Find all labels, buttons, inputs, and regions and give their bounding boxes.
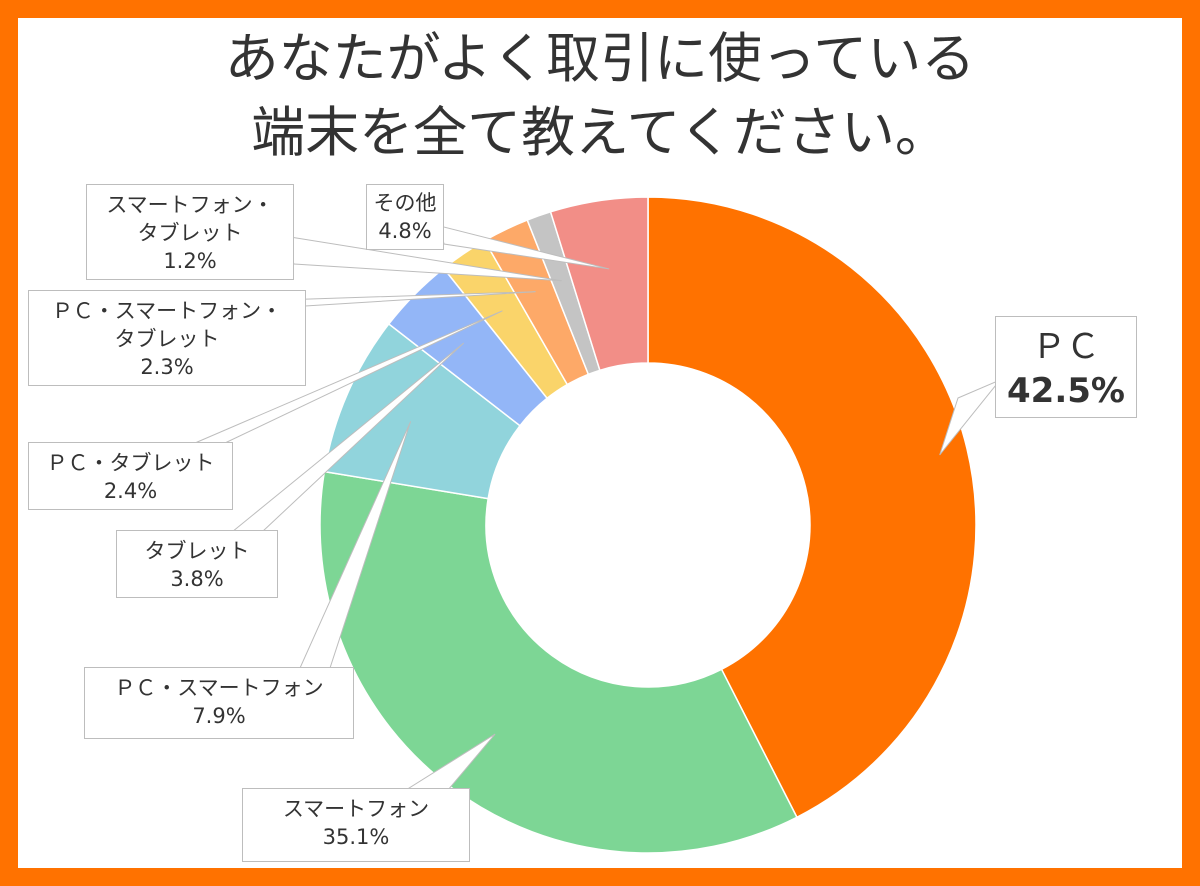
label-smartphone: スマートフォン 35.1% bbox=[242, 788, 470, 862]
donut-slice bbox=[319, 470, 798, 854]
label-pc-smartphone-name: ＰＣ・スマートフォン bbox=[114, 676, 324, 700]
label-pc-smartphone: ＰＣ・スマートフォン 7.9% bbox=[84, 667, 354, 739]
callout-pointer bbox=[939, 379, 1001, 456]
label-pc-smartphone-value: 7.9% bbox=[192, 704, 246, 728]
label-pc-name: ＰＣ bbox=[1032, 327, 1100, 367]
label-smartphone-tablet-name-2: タブレット bbox=[137, 221, 243, 245]
chart-title-line-1: あなたがよく取引に使っている bbox=[224, 27, 976, 90]
label-smartphone-tablet-value: 1.2% bbox=[163, 249, 217, 273]
chart-title-line-2: 端末を全て教えてください。 bbox=[251, 101, 949, 164]
label-pc-value: 42.5% bbox=[1007, 371, 1125, 411]
label-pc-tablet-name: ＰＣ・タブレット bbox=[46, 451, 215, 475]
label-other: その他 4.8% bbox=[366, 184, 444, 250]
label-tablet-value: 3.8% bbox=[170, 567, 224, 591]
label-other-name: その他 bbox=[373, 191, 437, 215]
label-pc-smartphone-tablet-name-2: タブレット bbox=[114, 327, 220, 351]
donut-slice bbox=[549, 196, 649, 372]
label-pc-tablet-value: 2.4% bbox=[103, 479, 158, 503]
label-pc-smartphone-tablet-value: 2.3% bbox=[140, 355, 194, 379]
label-smartphone-name: スマートフォン bbox=[282, 797, 430, 821]
label-smartphone-value: 35.1% bbox=[322, 825, 390, 849]
label-pc: ＰＣ 42.5% bbox=[995, 316, 1137, 418]
label-pc-smartphone-tablet-name-1: ＰＣ・スマートフォン・ bbox=[51, 299, 283, 323]
label-other-value: 4.8% bbox=[378, 219, 432, 243]
donut-slice bbox=[647, 196, 977, 819]
label-tablet-name: タブレット bbox=[144, 539, 250, 563]
label-pc-tablet: ＰＣ・タブレット 2.4% bbox=[28, 442, 233, 510]
chart-title: あなたがよく取引に使っている 端末を全て教えてください。 bbox=[0, 22, 1200, 170]
donut-slices bbox=[319, 196, 977, 854]
label-smartphone-tablet-name-1: スマートフォン・ bbox=[106, 193, 274, 217]
label-pc-smartphone-tablet: ＰＣ・スマートフォン・ タブレット 2.3% bbox=[28, 290, 306, 386]
label-smartphone-tablet: スマートフォン・ タブレット 1.2% bbox=[86, 184, 294, 280]
label-tablet: タブレット 3.8% bbox=[116, 530, 278, 598]
